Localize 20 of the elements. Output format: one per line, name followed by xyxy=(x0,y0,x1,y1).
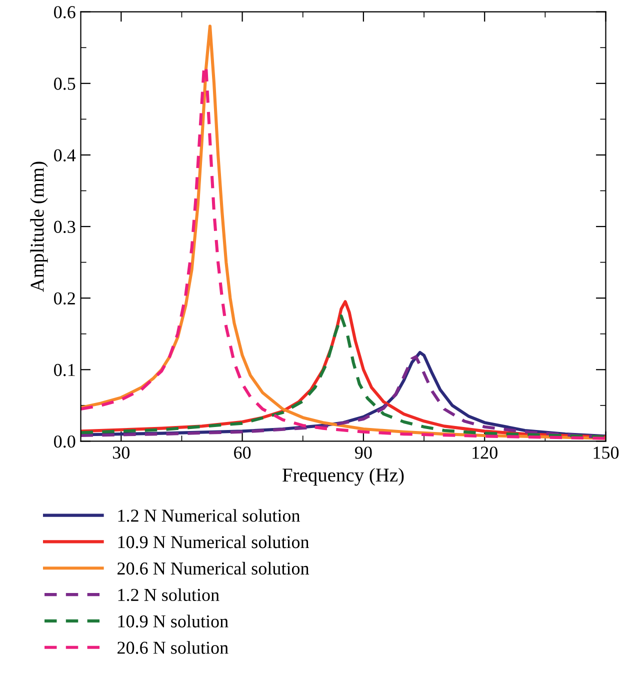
y-tick-label: 0.0 xyxy=(54,435,76,448)
x-tick-label: 120 xyxy=(472,446,498,459)
y-tick-label: 0.1 xyxy=(54,364,75,376)
legend-label: 10.9 N Numerical solution xyxy=(118,536,310,548)
x-tick-label: 60 xyxy=(234,446,251,459)
y-axis-title: Amplitude (mm) xyxy=(30,162,48,292)
x-tick-label: 30 xyxy=(112,446,130,459)
x-tick-label: 150 xyxy=(594,446,619,459)
y-tick-label: 0.3 xyxy=(54,220,76,234)
legend-label: 20.6 N solution xyxy=(118,641,228,654)
legend-label: 1.2 N Numerical solution xyxy=(118,509,300,522)
y-tick-label: 0.2 xyxy=(54,292,75,305)
legend-label: 10.9 N solution xyxy=(118,614,228,628)
legend-label: 20.6 N Numerical solution xyxy=(118,562,310,575)
y-tick-label: 0.4 xyxy=(54,149,76,162)
y-tick-label: 0.6 xyxy=(54,6,76,18)
legend-label: 1.2 N solution xyxy=(118,588,220,602)
y-tick-label: 0.5 xyxy=(54,78,76,90)
x-axis-title: Frequency (Hz) xyxy=(282,468,404,486)
x-tick-label: 90 xyxy=(355,446,372,459)
